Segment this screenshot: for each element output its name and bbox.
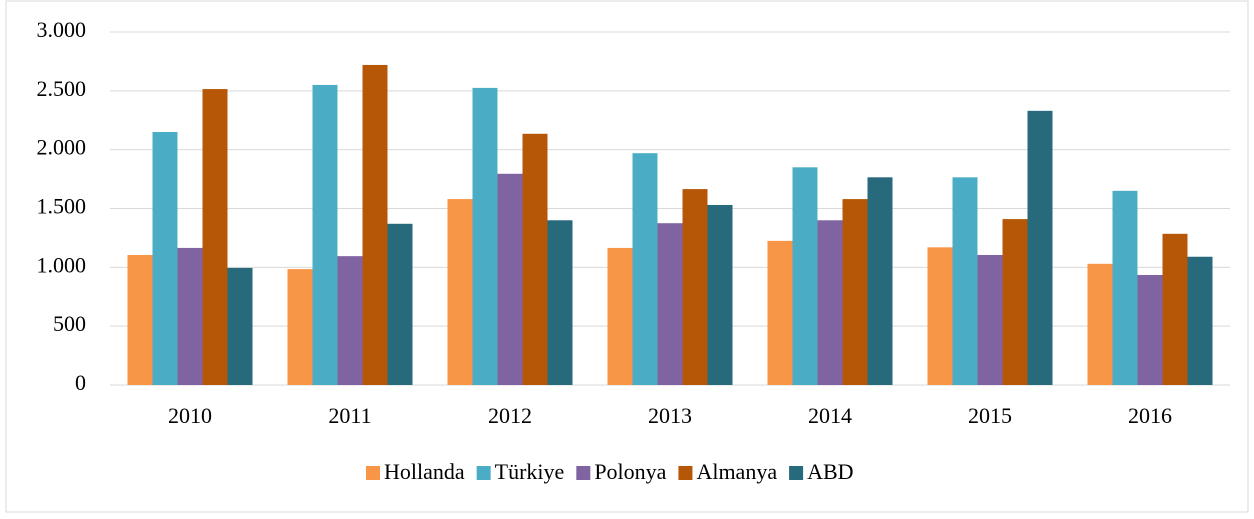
legend-label: Türkiye [495, 459, 565, 484]
bar [362, 64, 388, 386]
bar [337, 256, 363, 385]
x-tick-label: 2010 [168, 403, 212, 428]
bar [522, 133, 548, 385]
bar [1002, 219, 1028, 385]
x-tick-label: 2011 [328, 403, 371, 428]
bar [202, 89, 228, 386]
legend-label: Almanya [696, 459, 777, 484]
bar [767, 240, 793, 385]
bar [387, 223, 413, 385]
x-tick-label: 2016 [1128, 403, 1172, 428]
bar [1087, 263, 1113, 385]
bar [657, 223, 683, 385]
bar [1112, 190, 1138, 385]
y-tick-label: 2.000 [37, 135, 87, 160]
y-tick-label: 1.000 [37, 252, 87, 277]
x-tick-label: 2012 [488, 403, 532, 428]
legend-swatch [476, 466, 491, 480]
legend-swatch [366, 466, 380, 480]
bar [707, 204, 733, 385]
bar [682, 189, 708, 385]
legend-label: Hollanda [384, 459, 465, 484]
y-tick-label: 1.500 [37, 194, 87, 219]
bar [607, 247, 633, 385]
bar [472, 87, 498, 386]
bar [1027, 110, 1053, 385]
bar [127, 254, 153, 385]
bar [177, 247, 203, 385]
bar [952, 177, 978, 385]
bar [1137, 274, 1163, 385]
bar [547, 220, 573, 385]
y-tick-label: 2.500 [37, 76, 87, 101]
bar [312, 84, 338, 385]
x-tick-label: 2013 [648, 403, 692, 428]
bar [447, 199, 473, 385]
legend-label: Polonya [594, 459, 666, 484]
y-tick-label: 3.000 [37, 17, 87, 42]
legend-swatch [576, 466, 591, 480]
bar [927, 247, 953, 385]
bar [1187, 256, 1213, 385]
bar [817, 220, 843, 385]
bar [287, 269, 313, 385]
bar [227, 267, 253, 385]
bar [792, 167, 818, 385]
legend-label: ABD [807, 459, 853, 484]
x-tick-label: 2014 [808, 403, 852, 428]
y-tick-label: 500 [53, 311, 86, 336]
legend-swatch [678, 466, 693, 480]
x-tick-label: 2015 [968, 403, 1012, 428]
bar [867, 177, 893, 385]
bar [152, 132, 178, 385]
bar [497, 173, 523, 385]
legend-swatch [789, 466, 804, 480]
y-tick-label: 0 [75, 370, 86, 395]
bar [977, 254, 1003, 385]
bar [1162, 233, 1188, 385]
bar [632, 153, 658, 385]
bar [842, 199, 868, 385]
